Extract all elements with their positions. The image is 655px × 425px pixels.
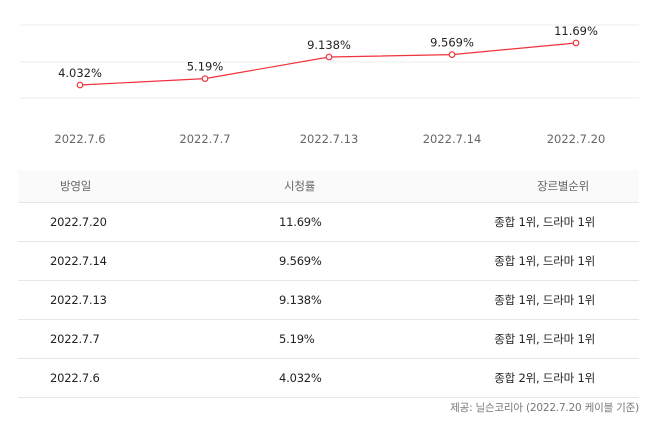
table-header-row: 방영일 시청률 장르별순위 [18,170,639,203]
row-date: 2022.7.20 [50,215,107,229]
row-date: 2022.7.13 [50,293,107,307]
series-layer [76,39,580,89]
row-date: 2022.7.14 [50,254,107,268]
row-date: 2022.7.6 [50,371,100,385]
row-rating: 9.138% [279,293,322,307]
row-genre-rank: 종합 1위, 드라마 1위 [494,293,595,307]
row-genre-rank: 종합 2위, 드라마 1위 [494,371,595,385]
x-tick-label: 2022.7.13 [300,132,359,146]
data-label: 9.138% [307,38,351,52]
data-point [201,75,209,82]
x-tick-label: 2022.7.7 [179,132,230,146]
x-tick-label: 2022.7.20 [547,132,606,146]
row-rating: 5.19% [279,332,315,346]
x-axis-ticks: 2022.7.6 2022.7.7 2022.7.13 2022.7.14 2022.7… [54,132,605,146]
data-label: 4.032% [58,66,102,80]
row-genre-rank: 종합 1위, 드라마 1위 [494,332,595,346]
table-row: 2022.7.13 9.138% 종합 1위, 드라마 1위 [18,281,639,320]
data-label: 11.69% [554,24,598,38]
grid-lines [20,24,639,99]
row-rating: 4.032% [279,371,322,385]
table-row: 2022.7.7 5.19% 종합 1위, 드라마 1위 [18,320,639,359]
source-note: 제공: 닐슨코리아 (2022.7.20 케이블 기준) [450,402,639,414]
row-date: 2022.7.7 [50,332,100,346]
data-point [325,53,333,61]
header-genre-rank: 장르별순위 [537,179,589,193]
table-row: 2022.7.6 4.032% 종합 2위, 드라마 1위 [18,359,639,398]
table-row: 2022.7.14 9.569% 종합 1위, 드라마 1위 [18,242,639,281]
x-tick-label: 2022.7.14 [423,132,482,146]
rating-line-chart: 4.032% 5.19%9.138% 9.569%11.69% 2022.7.6 20… [20,24,639,146]
header-rating: 시청률 [284,179,316,193]
data-label: 9.569% [430,36,474,50]
row-rating: 11.69% [279,215,322,229]
data-point [448,51,456,58]
x-tick-label: 2022.7.6 [54,132,105,146]
data-point [76,81,84,89]
data-label-layer: 4.032% 5.19% 9.138% 9.569% 11.69% [58,24,598,80]
data-label: 5.19% [187,60,224,74]
row-genre-rank: 종합 1위, 드라마 1위 [494,215,595,229]
data-point [572,39,580,47]
row-genre-rank: 종합 1위, 드라마 1위 [494,254,595,268]
row-rating: 9.569% [279,254,322,268]
header-date: 방영일 [60,179,92,193]
table-row: 2022.7.20 11.69% 종합 1위, 드라마 1위 [18,203,639,242]
rating-table: 방영일 시청률 장르별순위 2022.7.20 11.69% 종합 1위, 드라… [18,170,639,398]
